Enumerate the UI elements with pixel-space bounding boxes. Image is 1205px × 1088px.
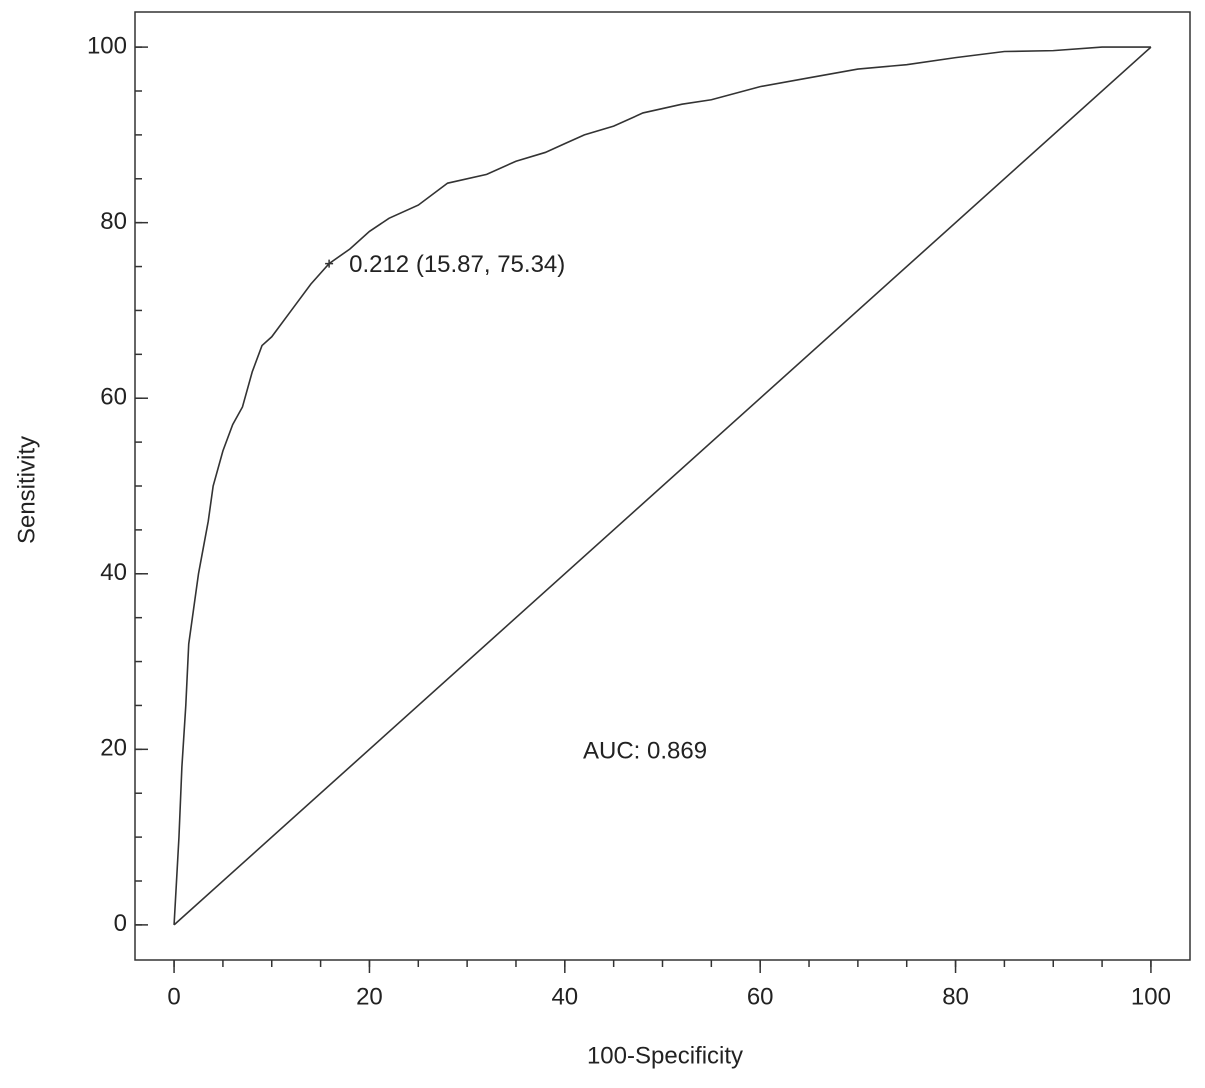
auc-annotation: AUC: 0.869 xyxy=(583,737,707,764)
reference-line xyxy=(173,46,1152,926)
y-tick-label: 80 xyxy=(100,208,127,235)
x-tick-label: 20 xyxy=(356,983,383,1010)
cutoff-label: 0.212 (15.87, 75.34) xyxy=(349,251,565,278)
x-tick-label: 40 xyxy=(551,983,578,1010)
x-tick-label: 0 xyxy=(167,983,180,1010)
y-tick-label: 60 xyxy=(100,384,127,411)
y-tick-label: 20 xyxy=(100,735,127,762)
x-tick-label: 60 xyxy=(747,983,774,1010)
y-tick-label: 40 xyxy=(100,559,127,586)
cutoff-marker xyxy=(325,259,334,268)
x-axis-label: 100-Specificity xyxy=(587,1042,743,1069)
roc-curve xyxy=(173,46,1151,925)
x-tick-label: 100 xyxy=(1131,983,1171,1010)
x-tick-label: 80 xyxy=(942,983,969,1010)
y-tick-label: 100 xyxy=(87,32,127,59)
y-axis-label: Sensitivity xyxy=(13,436,40,544)
y-tick-label: 0 xyxy=(114,910,127,937)
